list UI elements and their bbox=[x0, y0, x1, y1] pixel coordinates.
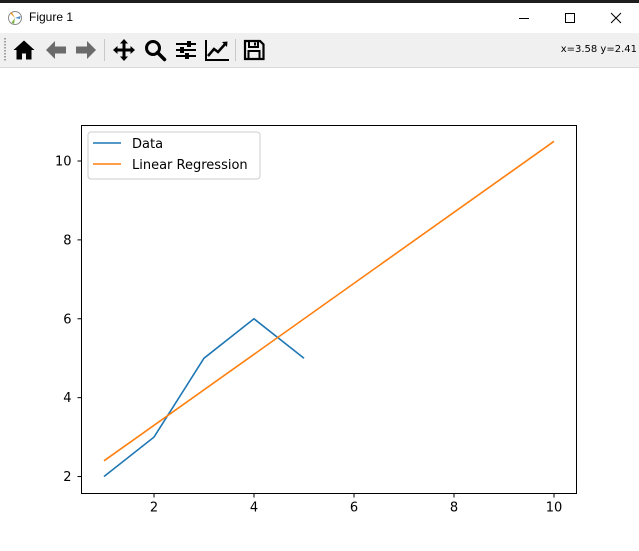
edit-axes-icon bbox=[205, 40, 229, 61]
x-tick-label: 4 bbox=[250, 501, 258, 516]
title-bar[interactable]: Figure 1 bbox=[0, 3, 639, 33]
save-button[interactable] bbox=[240, 36, 268, 64]
forward-arrow-icon bbox=[76, 41, 96, 59]
legend-label: Linear Regression bbox=[132, 158, 248, 173]
y-tick-label: 2 bbox=[63, 470, 71, 485]
pan-icon bbox=[113, 39, 135, 61]
legend: Data Linear Regression bbox=[87, 131, 261, 180]
zoom-icon bbox=[145, 40, 167, 62]
toolbar-grip[interactable] bbox=[4, 38, 6, 62]
back-arrow-icon bbox=[46, 41, 66, 59]
matplotlib-app-icon bbox=[8, 11, 22, 25]
legend-box bbox=[87, 131, 261, 180]
legend-label: Data bbox=[132, 137, 163, 152]
back-button[interactable] bbox=[42, 36, 70, 64]
screen-top-edge bbox=[0, 0, 639, 3]
minimize-icon bbox=[519, 18, 529, 19]
home-icon bbox=[13, 40, 35, 60]
plot-svg[interactable]: 2 4 6 8 10 2 4 6 8 10 Data Linear Regression bbox=[0, 68, 639, 547]
x-tick-label: 6 bbox=[350, 501, 358, 516]
edit-axes-button[interactable] bbox=[203, 36, 231, 64]
series-line-1 bbox=[103, 140, 555, 462]
figure-canvas[interactable]: 2 4 6 8 10 2 4 6 8 10 Data Linear Regression bbox=[0, 68, 639, 547]
x-tick-label: 10 bbox=[546, 501, 563, 516]
y-tick-label: 6 bbox=[63, 312, 71, 327]
series-line-0 bbox=[103, 317, 305, 478]
cursor-coordinates: x=3.58 y=2.41 bbox=[560, 44, 637, 55]
subplots-config-icon bbox=[176, 41, 196, 59]
y-tick-label: 8 bbox=[63, 233, 71, 248]
minimize-button[interactable] bbox=[501, 3, 547, 33]
maximize-icon bbox=[565, 13, 575, 23]
navigation-toolbar: x=3.58 y=2.41 bbox=[0, 33, 639, 68]
subplots-config-button[interactable] bbox=[172, 36, 200, 64]
x-tick-label: 2 bbox=[150, 501, 158, 516]
window-title: Figure 1 bbox=[29, 10, 74, 24]
forward-button[interactable] bbox=[72, 36, 100, 64]
y-tick-label: 10 bbox=[55, 154, 72, 169]
x-tick-label: 8 bbox=[450, 501, 458, 516]
save-icon bbox=[243, 39, 265, 61]
toolbar-separator bbox=[235, 39, 236, 61]
pan-button[interactable] bbox=[110, 36, 138, 64]
toolbar-separator bbox=[104, 39, 105, 61]
axes-frame bbox=[81, 125, 577, 494]
close-button[interactable] bbox=[593, 3, 639, 33]
home-button[interactable] bbox=[10, 36, 38, 64]
close-icon bbox=[610, 12, 622, 24]
y-tick-label: 4 bbox=[63, 391, 71, 406]
maximize-button[interactable] bbox=[547, 3, 593, 33]
zoom-button[interactable] bbox=[141, 36, 169, 64]
